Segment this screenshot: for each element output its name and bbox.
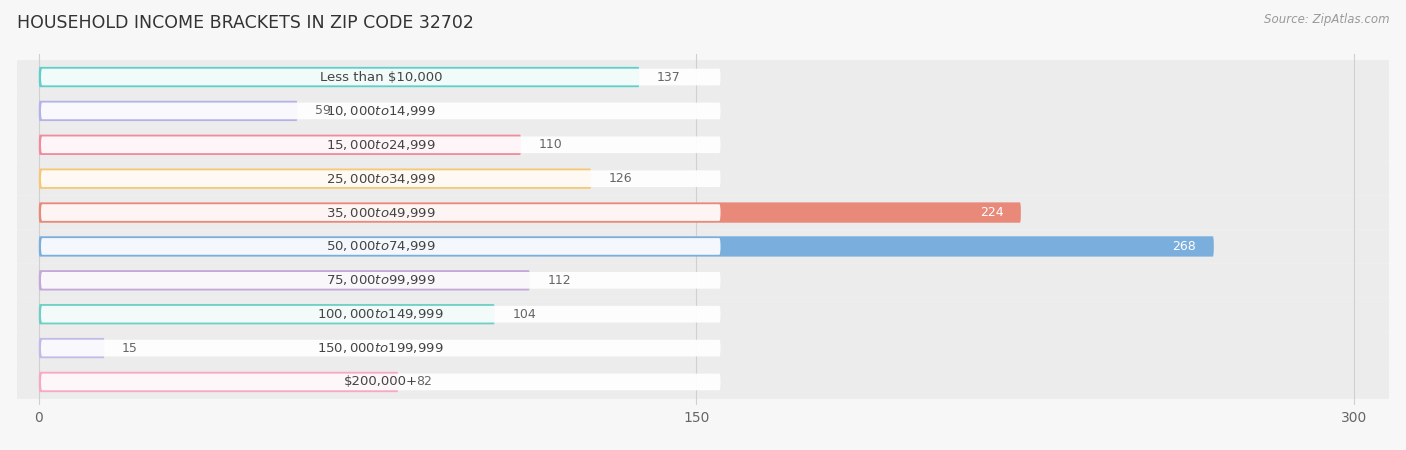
FancyBboxPatch shape xyxy=(17,94,1389,128)
FancyBboxPatch shape xyxy=(41,374,720,390)
FancyBboxPatch shape xyxy=(41,136,720,153)
Text: 126: 126 xyxy=(609,172,633,185)
FancyBboxPatch shape xyxy=(39,236,1213,256)
FancyBboxPatch shape xyxy=(41,340,720,356)
Text: $10,000 to $14,999: $10,000 to $14,999 xyxy=(326,104,436,118)
FancyBboxPatch shape xyxy=(41,306,720,323)
FancyBboxPatch shape xyxy=(17,331,1389,365)
Text: 137: 137 xyxy=(657,71,681,84)
FancyBboxPatch shape xyxy=(17,162,1389,196)
Text: 59: 59 xyxy=(315,104,330,117)
Text: $75,000 to $99,999: $75,000 to $99,999 xyxy=(326,273,436,287)
Text: 112: 112 xyxy=(547,274,571,287)
FancyBboxPatch shape xyxy=(17,60,1389,94)
FancyBboxPatch shape xyxy=(17,297,1389,331)
Text: $150,000 to $199,999: $150,000 to $199,999 xyxy=(318,341,444,355)
Text: Less than $10,000: Less than $10,000 xyxy=(319,71,441,84)
FancyBboxPatch shape xyxy=(17,196,1389,230)
Text: $100,000 to $149,999: $100,000 to $149,999 xyxy=(318,307,444,321)
Text: 268: 268 xyxy=(1173,240,1197,253)
FancyBboxPatch shape xyxy=(17,230,1389,263)
FancyBboxPatch shape xyxy=(41,238,720,255)
Text: Source: ZipAtlas.com: Source: ZipAtlas.com xyxy=(1264,14,1389,27)
FancyBboxPatch shape xyxy=(41,171,720,187)
FancyBboxPatch shape xyxy=(39,338,104,358)
FancyBboxPatch shape xyxy=(39,304,495,324)
Text: 15: 15 xyxy=(122,342,138,355)
Text: 224: 224 xyxy=(980,206,1004,219)
FancyBboxPatch shape xyxy=(39,372,398,392)
Text: $200,000+: $200,000+ xyxy=(343,375,418,388)
FancyBboxPatch shape xyxy=(39,67,640,87)
FancyBboxPatch shape xyxy=(17,365,1389,399)
FancyBboxPatch shape xyxy=(39,270,530,291)
FancyBboxPatch shape xyxy=(39,101,298,121)
FancyBboxPatch shape xyxy=(39,202,1021,223)
Text: $35,000 to $49,999: $35,000 to $49,999 xyxy=(326,206,436,220)
FancyBboxPatch shape xyxy=(41,69,720,86)
Text: $25,000 to $34,999: $25,000 to $34,999 xyxy=(326,172,436,186)
FancyBboxPatch shape xyxy=(17,263,1389,297)
Text: 82: 82 xyxy=(416,375,432,388)
Text: 104: 104 xyxy=(512,308,536,321)
FancyBboxPatch shape xyxy=(39,168,591,189)
FancyBboxPatch shape xyxy=(41,103,720,119)
Text: $50,000 to $74,999: $50,000 to $74,999 xyxy=(326,239,436,253)
FancyBboxPatch shape xyxy=(39,135,522,155)
FancyBboxPatch shape xyxy=(41,272,720,288)
Text: 110: 110 xyxy=(538,138,562,151)
FancyBboxPatch shape xyxy=(17,128,1389,162)
Text: HOUSEHOLD INCOME BRACKETS IN ZIP CODE 32702: HOUSEHOLD INCOME BRACKETS IN ZIP CODE 32… xyxy=(17,14,474,32)
FancyBboxPatch shape xyxy=(41,204,720,221)
Text: $15,000 to $24,999: $15,000 to $24,999 xyxy=(326,138,436,152)
